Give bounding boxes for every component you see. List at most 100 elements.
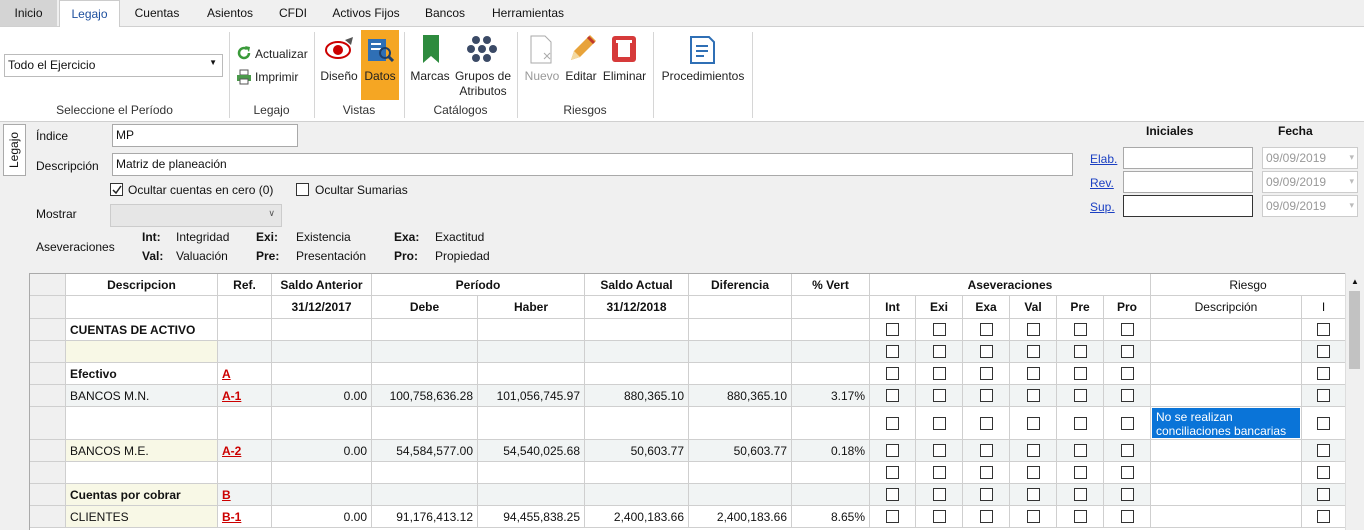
checkbox[interactable] [1317,466,1330,479]
checkbox[interactable] [1120,444,1134,457]
checkbox[interactable] [1120,488,1134,501]
checkbox[interactable] [1026,488,1040,501]
indice-input[interactable]: MP [112,124,298,147]
ref-link[interactable]: A-1 [222,388,242,403]
ref-link[interactable]: B [222,487,231,502]
checkbox[interactable] [932,416,946,430]
checkbox[interactable] [1026,466,1040,479]
checkbox[interactable] [1317,416,1330,430]
initials-input[interactable] [1123,171,1253,193]
checkbox[interactable] [1073,389,1087,402]
side-tab[interactable]: Legajo [3,124,26,176]
checkbox[interactable] [1026,510,1040,523]
checkbox[interactable] [979,466,993,479]
ref-link[interactable]: A-2 [222,443,242,458]
eliminar-button[interactable]: Eliminar [602,69,647,83]
checkbox[interactable] [1120,416,1134,430]
initials-input[interactable] [1123,195,1253,217]
checkbox[interactable] [1120,323,1134,336]
checkbox[interactable] [1317,367,1330,380]
checkbox[interactable] [932,488,946,501]
checkbox[interactable] [1073,444,1087,457]
date-dropdown[interactable]: ▾ [1349,176,1354,186]
checkbox[interactable] [979,345,993,358]
procedimientos-button[interactable]: Procedimientos [661,69,745,83]
checkbox[interactable] [932,466,946,479]
tab[interactable]: Asientos [206,6,254,20]
tab[interactable]: Bancos [424,6,466,20]
checkbox[interactable] [1073,416,1087,430]
initials-input[interactable] [1123,147,1253,169]
checkbox[interactable] [886,323,899,336]
checkbox[interactable] [1026,367,1040,380]
diseno-button[interactable]: Diseño [320,69,358,83]
descripcion-input[interactable]: Matriz de planeación [112,153,1073,176]
checkbox[interactable] [932,345,946,358]
signoff-link[interactable]: Sup. [1090,200,1115,214]
tab[interactable]: Cuentas [134,6,180,20]
checkbox[interactable] [979,389,993,402]
checkbox[interactable] [1073,488,1087,501]
mostrar-select[interactable]: ∨ [110,204,282,227]
signoff-link[interactable]: Rev. [1090,176,1114,190]
scroll-thumb[interactable] [1349,291,1360,369]
checkbox[interactable] [1317,389,1330,402]
risk-description[interactable]: No se realizan conciliaciones bancarias [1152,408,1300,438]
checkbox[interactable] [979,488,993,501]
checkbox[interactable] [886,416,899,430]
checkbox[interactable] [886,345,899,358]
checkbox[interactable] [886,466,899,479]
checkbox[interactable] [1026,323,1040,336]
tab[interactable]: Activos Fijos [332,6,400,20]
checkbox[interactable] [886,510,899,523]
checkbox[interactable] [886,444,899,457]
editar-button[interactable]: Editar [565,69,597,83]
date-dropdown[interactable]: ▾ [1349,200,1354,210]
scrollbar[interactable]: ▲ [1345,273,1363,530]
checkbox[interactable] [1026,444,1040,457]
checkbox[interactable] [932,389,946,402]
checkbox[interactable] [979,510,993,523]
checkbox[interactable] [932,510,946,523]
actualizar-button[interactable]: Actualizar [255,47,308,61]
checkbox[interactable] [1026,389,1040,402]
ref-link[interactable]: B-1 [222,509,242,524]
checkbox[interactable] [932,444,946,457]
date-input[interactable]: 09/09/2019 ▾ [1262,195,1358,217]
checkbox[interactable] [1073,510,1087,523]
checkbox[interactable] [979,367,993,380]
checkbox[interactable] [110,183,123,196]
checkbox[interactable] [1073,466,1087,479]
period-select[interactable]: Todo el Ejercicio ▼ [4,54,223,77]
checkbox[interactable] [932,367,946,380]
checkbox[interactable] [886,389,899,402]
checkbox[interactable] [1317,444,1330,457]
checkbox[interactable] [979,444,993,457]
checkbox[interactable] [1026,345,1040,358]
marcas-button[interactable]: Marcas [410,69,450,83]
checkbox[interactable] [1317,345,1330,358]
imprimir-button[interactable]: Imprimir [255,70,299,84]
checkbox[interactable] [1317,488,1330,501]
checkbox[interactable] [1317,510,1330,523]
checkbox[interactable] [932,323,946,336]
checkbox[interactable] [296,183,309,196]
scroll-up[interactable]: ▲ [1351,277,1359,286]
checkbox[interactable] [1073,367,1087,380]
tab[interactable]: Herramientas [491,6,565,20]
checkbox[interactable] [1120,389,1134,402]
checkbox[interactable] [1026,416,1040,430]
tab[interactable]: CFDI [279,6,307,20]
checkbox[interactable] [1073,323,1087,336]
checkbox[interactable] [886,488,899,501]
checkbox[interactable] [1120,345,1134,358]
tab[interactable]: Inicio [0,0,57,26]
checkbox[interactable] [1317,323,1330,336]
checkbox[interactable] [1120,510,1134,523]
signoff-link[interactable]: Elab. [1090,152,1118,166]
checkbox[interactable] [979,323,993,336]
checkbox[interactable] [1073,345,1087,358]
nuevo-button[interactable]: Nuevo [524,69,560,83]
date-dropdown[interactable]: ▾ [1349,152,1354,162]
checkbox[interactable] [1120,367,1134,380]
